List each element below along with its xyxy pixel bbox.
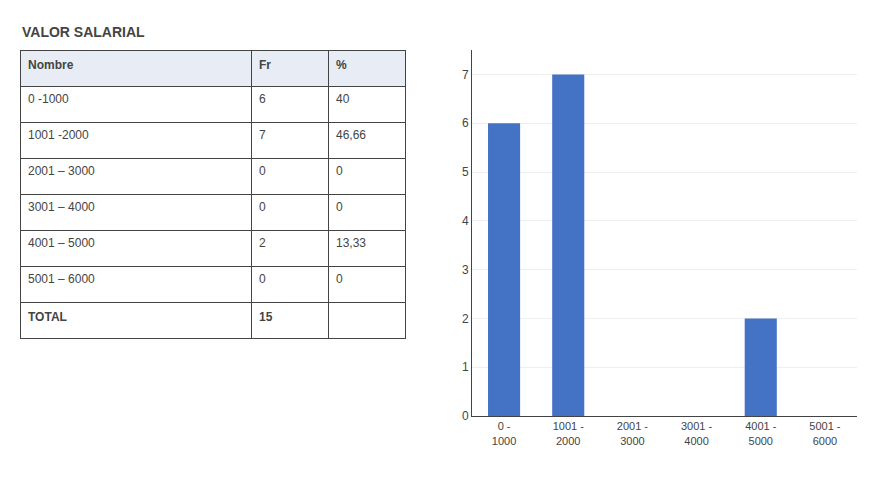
svg-text:0: 0 (336, 164, 343, 178)
svg-text:46,66: 46,66 (336, 128, 366, 142)
svg-text:4: 4 (462, 214, 469, 228)
svg-text:3: 3 (462, 263, 469, 277)
svg-text:Nombre: Nombre (28, 58, 74, 72)
svg-text:Fr: Fr (259, 58, 271, 72)
svg-text:TOTAL: TOTAL (28, 310, 67, 324)
svg-text:0: 0 (462, 409, 469, 423)
svg-text:%: % (336, 58, 347, 72)
svg-text:0 -1000: 0 -1000 (492, 420, 516, 446)
svg-text:3001 – 4000: 3001 – 4000 (28, 200, 95, 214)
svg-text:5001 – 6000: 5001 – 6000 (28, 272, 95, 286)
svg-text:0: 0 (336, 200, 343, 214)
svg-text:6: 6 (462, 116, 469, 130)
svg-text:0: 0 (259, 200, 266, 214)
svg-text:6: 6 (259, 92, 266, 106)
svg-text:0: 0 (336, 272, 343, 286)
svg-text:1001 -2000: 1001 -2000 (28, 128, 89, 142)
svg-text:7: 7 (462, 68, 469, 82)
svg-text:4001 – 5000: 4001 – 5000 (28, 236, 95, 250)
svg-text:2: 2 (462, 312, 469, 326)
svg-text:5001 -6000: 5001 -6000 (809, 420, 841, 446)
svg-text:5: 5 (462, 165, 469, 179)
svg-text:7: 7 (259, 128, 266, 142)
svg-text:3001 -4000: 3001 -4000 (681, 420, 713, 446)
svg-text:15: 15 (259, 310, 273, 324)
svg-text:1001 -2000: 1001 -2000 (553, 420, 585, 446)
svg-text:13,33: 13,33 (336, 236, 366, 250)
svg-text:1: 1 (462, 360, 469, 374)
svg-text:2001 -3000: 2001 -3000 (617, 420, 649, 446)
svg-text:0: 0 (259, 164, 266, 178)
svg-text:4001 -5000: 4001 -5000 (745, 420, 777, 446)
svg-text:2: 2 (259, 236, 266, 250)
svg-text:VALOR SALARIAL: VALOR SALARIAL (22, 24, 145, 40)
svg-text:0: 0 (259, 272, 266, 286)
svg-text:0 -1000: 0 -1000 (28, 92, 69, 106)
svg-text:2001 – 3000: 2001 – 3000 (28, 164, 95, 178)
svg-text:40: 40 (336, 92, 350, 106)
